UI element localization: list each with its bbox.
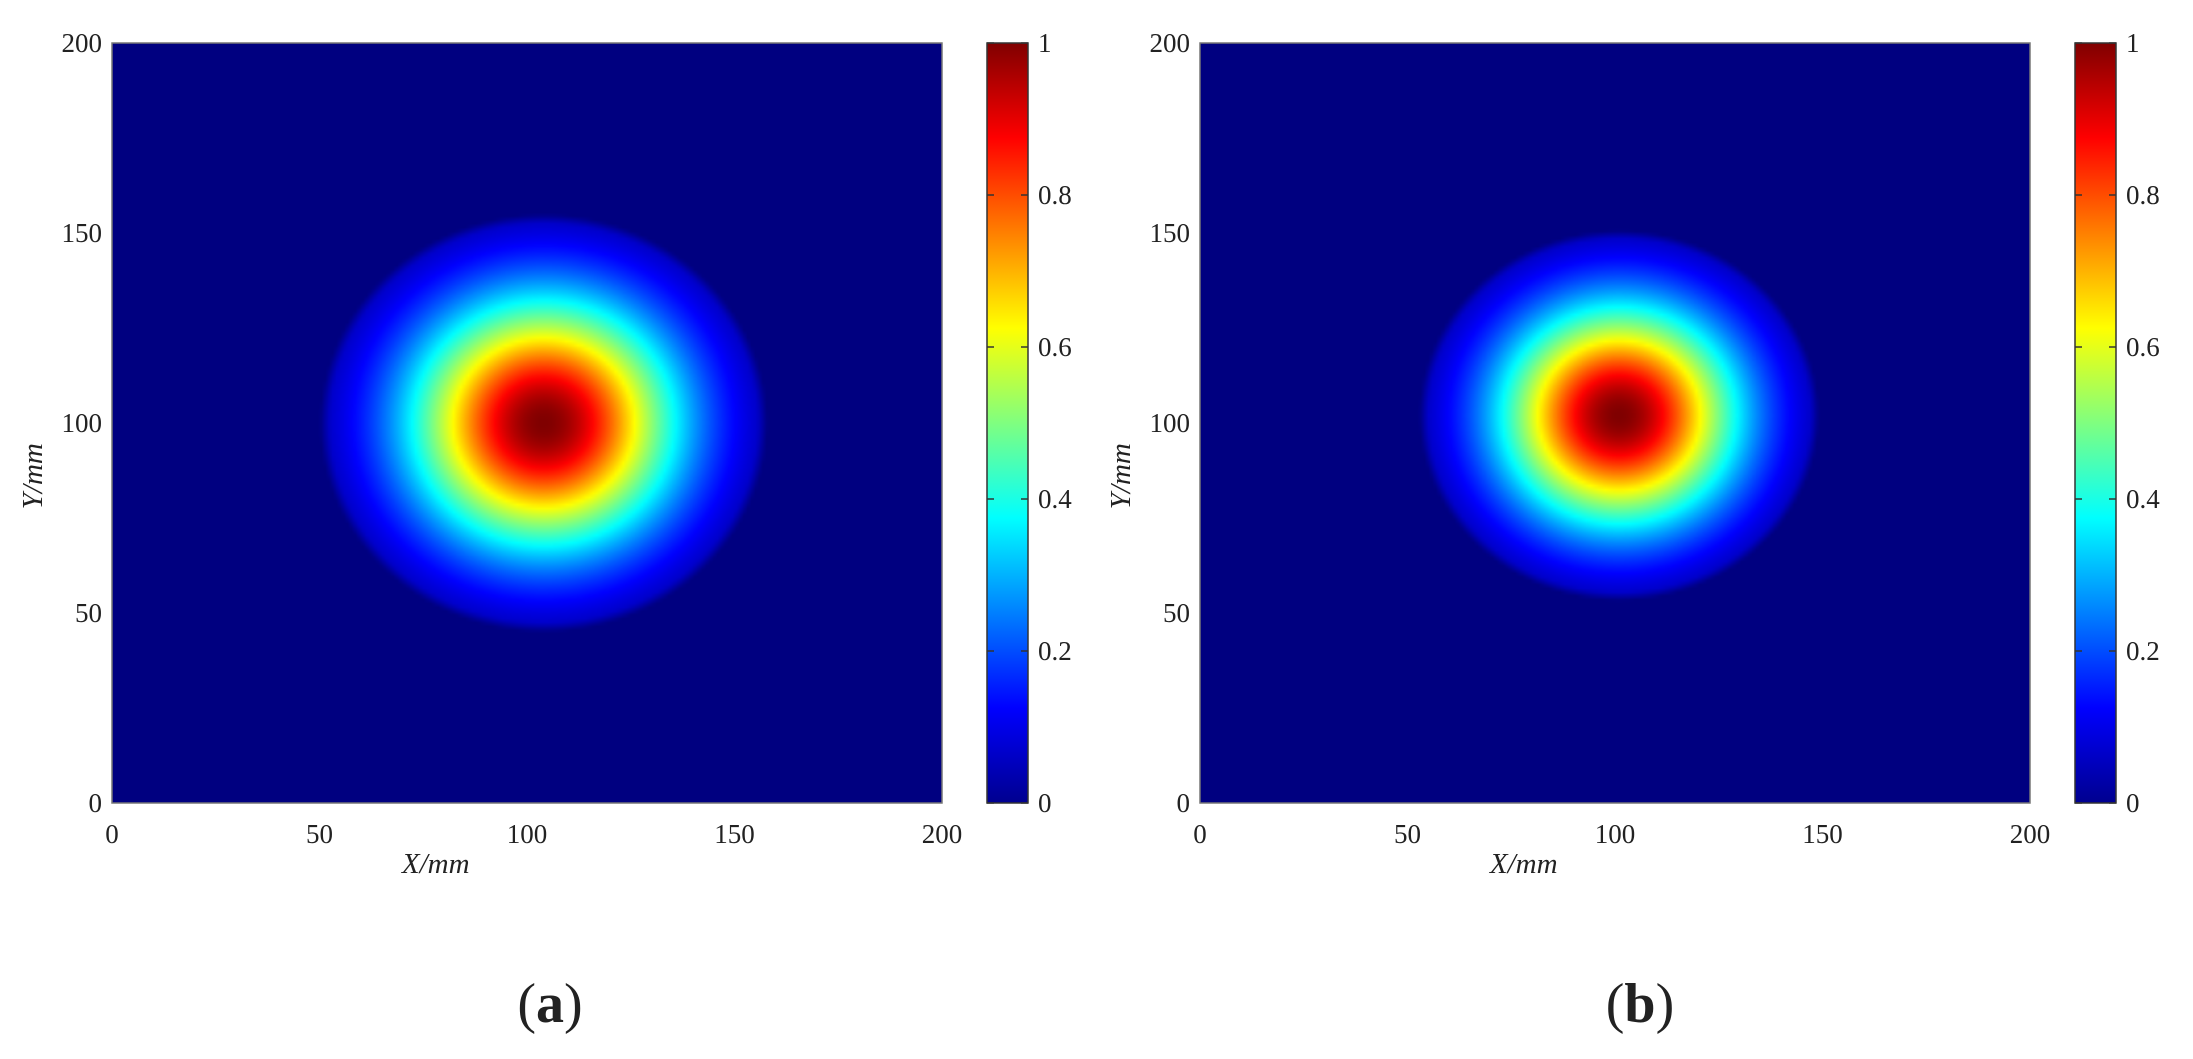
x-tick-label: 0 bbox=[105, 819, 119, 849]
y-tick-label: 200 bbox=[1150, 28, 1191, 58]
y-tick-label: 50 bbox=[1163, 598, 1190, 628]
panel-letter-b: b bbox=[1624, 973, 1655, 1035]
y-axis-label-a: Y/mm bbox=[17, 443, 49, 509]
panel-a: 0 50 100 150 200 0 50 100 150 200 X/mm Y/mm 0 0.2… bbox=[17, 28, 1072, 1035]
y-ticks-b: 0 50 100 150 200 bbox=[1150, 28, 1191, 818]
x-axis-label-b: X/mm bbox=[1489, 848, 1558, 880]
heatmap-frame-b bbox=[1199, 42, 2031, 804]
y-tick-label: 0 bbox=[89, 788, 103, 818]
y-tick-label: 0 bbox=[1177, 788, 1191, 818]
y-axis-label-b: Y/mm bbox=[1105, 443, 1137, 509]
x-tick-label: 200 bbox=[2010, 819, 2051, 849]
x-axis-label-a: X/mm bbox=[401, 848, 470, 880]
colorbar-tick-label: 0.4 bbox=[1038, 484, 1072, 514]
colorbar-ticks-b: 0 0.2 0.4 0.6 0.8 1 bbox=[2075, 28, 2160, 818]
x-ticks-b: 0 50 100 150 200 bbox=[1193, 819, 2050, 849]
x-tick-label: 0 bbox=[1193, 819, 1207, 849]
colorbar-tick-label: 1 bbox=[1038, 28, 1052, 58]
x-tick-label: 200 bbox=[922, 819, 963, 849]
x-tick-label: 150 bbox=[714, 819, 755, 849]
colorbar-tick-label: 0.6 bbox=[2126, 332, 2160, 362]
colorbar-tick-label: 0.8 bbox=[1038, 180, 1072, 210]
y-tick-label: 150 bbox=[1150, 218, 1191, 248]
colorbar-a bbox=[986, 42, 1029, 804]
colorbar-ticks-a: 0 0.2 0.4 0.6 0.8 1 bbox=[987, 28, 1072, 818]
x-tick-label: 100 bbox=[507, 819, 548, 849]
x-tick-label: 50 bbox=[306, 819, 333, 849]
panel-label-a: (a) bbox=[517, 973, 582, 1035]
panel-label-b: (b) bbox=[1606, 973, 1674, 1035]
heatmap-b bbox=[1200, 43, 2030, 803]
colorbar-tick-label: 0.2 bbox=[1038, 636, 1072, 666]
colorbar-tick-label: 0.2 bbox=[2126, 636, 2160, 666]
panel-b: 0 50 100 150 200 0 50 100 150 200 X/mm Y/mm 0 0.2… bbox=[1105, 28, 2160, 1035]
panel-letter-a: a bbox=[536, 973, 564, 1035]
x-tick-label: 50 bbox=[1394, 819, 1421, 849]
colorbar-tick-label: 0.6 bbox=[1038, 332, 1072, 362]
colorbar-tick-label: 0.4 bbox=[2126, 484, 2160, 514]
colorbar-tick-label: 0.8 bbox=[2126, 180, 2160, 210]
colorbar-tick-label: 1 bbox=[2126, 28, 2140, 58]
colorbar-tick-label: 0 bbox=[2126, 788, 2140, 818]
heatmap-a bbox=[112, 43, 942, 803]
y-tick-label: 50 bbox=[75, 598, 102, 628]
colorbar-tick-label: 0 bbox=[1038, 788, 1052, 818]
y-ticks-a: 0 50 100 150 200 bbox=[62, 28, 103, 818]
heatmap-frame-a bbox=[111, 42, 943, 804]
y-tick-label: 100 bbox=[1150, 408, 1191, 438]
x-tick-label: 100 bbox=[1595, 819, 1636, 849]
colorbar-b bbox=[2074, 42, 2117, 804]
x-tick-label: 150 bbox=[1802, 819, 1843, 849]
y-tick-label: 200 bbox=[62, 28, 103, 58]
y-tick-label: 150 bbox=[62, 218, 103, 248]
y-tick-label: 100 bbox=[62, 408, 103, 438]
x-ticks-a: 0 50 100 150 200 bbox=[105, 819, 962, 849]
